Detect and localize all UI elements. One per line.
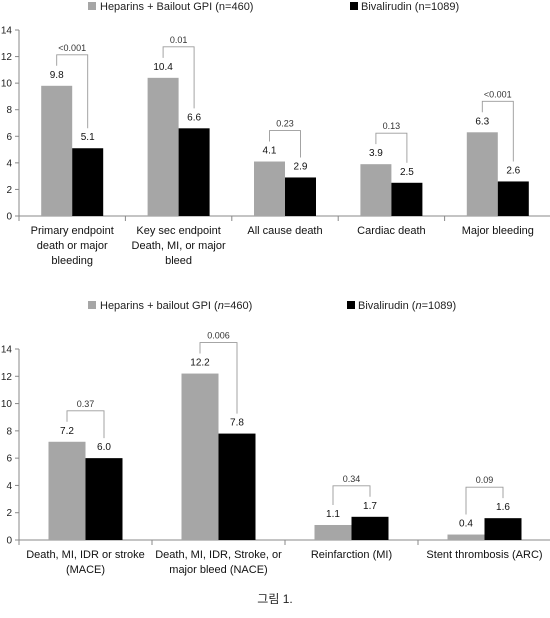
- x-category-label: bleeding: [51, 255, 93, 267]
- bar-bivalirudin: [484, 518, 522, 540]
- bar-heparin: [48, 441, 86, 540]
- p-value-bracket: [481, 100, 514, 162]
- data-label-bivalirudin: 5.1: [81, 132, 95, 143]
- bar-bivalirudin: [85, 458, 123, 540]
- data-label-bivalirudin: 6.6: [187, 112, 201, 123]
- bar-bivalirudin: [391, 182, 423, 216]
- data-label-bivalirudin: 1.7: [363, 501, 377, 512]
- y-tick-label: 8: [6, 105, 12, 116]
- data-label-bivalirudin: 2.5: [400, 167, 414, 178]
- y-tick-label: 10: [1, 399, 13, 410]
- y-tick-label: 4: [6, 158, 12, 169]
- bar-heparin: [254, 161, 285, 216]
- x-category-label: Key sec endpoint: [136, 225, 220, 237]
- bar-heparin: [314, 524, 352, 540]
- p-value-label: 0.09: [476, 475, 494, 485]
- data-label-bivalirudin: 2.9: [294, 161, 308, 172]
- legend-top: Heparins + Bailout GPI (n=460) Bivalirud…: [88, 1, 459, 13]
- bar-heparin: [447, 534, 485, 540]
- y-tick-label: 10: [1, 79, 13, 90]
- legend-label-heparin-2: Heparins + bailout GPI (n=460): [100, 300, 252, 312]
- data-label-heparin: 9.8: [50, 70, 64, 81]
- p-value-bracket: [199, 342, 238, 414]
- y-tick-label: 14: [1, 26, 13, 37]
- legend-swatch-bivalirudin-2: [347, 301, 355, 309]
- y-tick-label: 12: [1, 372, 13, 383]
- y-tick-label: 6: [6, 454, 12, 465]
- data-label-heparin: 0.4: [459, 519, 473, 530]
- data-label-heparin: 10.4: [153, 62, 173, 73]
- p-value-bracket: [162, 46, 195, 109]
- bar-heparin: [41, 85, 73, 216]
- p-value-label: 0.13: [383, 121, 401, 131]
- data-label-heparin: 4.1: [263, 146, 277, 157]
- y-tick-label: 14: [1, 345, 13, 356]
- y-tick-label: 2: [6, 508, 12, 519]
- bar-bivalirudin: [218, 433, 256, 540]
- p-value-label: 0.006: [207, 331, 230, 341]
- legend-bottom: Heparins + bailout GPI (n=460) Bivalirud…: [88, 300, 456, 312]
- x-category-label: major bleed (NACE): [169, 564, 267, 576]
- bar-bivalirudin: [497, 181, 529, 216]
- chart-top: 0 2 4 6 8 10 12 14 9.8 5.1 <0.001 Primary endpoint d…: [1, 26, 550, 267]
- bar-bivalirudin: [285, 177, 316, 216]
- p-value-bracket: [332, 485, 371, 505]
- bar-heparin: [360, 164, 392, 216]
- data-label-bivalirudin: 1.6: [496, 502, 510, 513]
- p-value-bracket: [56, 54, 89, 129]
- p-value-label: 0.01: [170, 35, 188, 45]
- x-category-label: Death, MI, IDR or stroke: [26, 549, 145, 561]
- x-category-label: bleed: [165, 255, 192, 267]
- data-label-bivalirudin: 2.6: [506, 165, 520, 176]
- figure-caption: 그림 1.: [257, 592, 292, 606]
- bar-heparin: [466, 132, 498, 216]
- x-category-label: Stent thrombosis (ARC): [426, 549, 542, 561]
- p-value-bracket: [465, 486, 504, 515]
- p-value-bracket: [269, 130, 301, 158]
- y-tick-label: 2: [6, 185, 12, 196]
- bar-bivalirudin: [72, 148, 104, 216]
- y-tick-label: 8: [6, 426, 12, 437]
- x-category-label: (MACE): [66, 564, 105, 576]
- x-category-label: Death, MI, or major: [132, 240, 226, 252]
- x-category-label: death or major: [37, 240, 108, 252]
- x-category-label: Cardiac death: [357, 225, 426, 237]
- legend-label-bivalirudin-2: Bivalirudin (n=1089): [358, 300, 456, 312]
- data-label-bivalirudin: 6.0: [97, 442, 111, 453]
- x-category-label: All cause death: [247, 225, 322, 237]
- legend-label-bivalirudin: Bivalirudin (n=1089): [361, 1, 459, 13]
- y-tick-label: 4: [6, 481, 12, 492]
- bar-heparin: [147, 77, 179, 216]
- chart-bottom: 0 2 4 6 8 10 12 14 7.2 6.0 0.37 Death, MI, IDR or s…: [1, 331, 550, 576]
- p-value-label: 0.37: [77, 399, 95, 409]
- data-label-heparin: 6.3: [475, 116, 489, 127]
- legend-label-heparin: Heparins + Bailout GPI (n=460): [100, 1, 253, 13]
- x-category-label: Major bleeding: [462, 225, 534, 237]
- p-value-bracket: [66, 410, 105, 439]
- bar-bivalirudin: [178, 128, 210, 216]
- bar-heparin: [181, 373, 219, 540]
- y-tick-label: 0: [6, 536, 12, 547]
- legend-swatch-bivalirudin: [350, 2, 358, 10]
- x-category-label: Primary endpoint: [31, 225, 114, 237]
- data-label-heparin: 3.9: [369, 148, 383, 159]
- data-label-heparin: 12.2: [190, 358, 210, 369]
- y-tick-label: 12: [1, 52, 13, 63]
- y-tick-label: 6: [6, 132, 12, 143]
- legend-swatch-heparin: [88, 2, 96, 10]
- x-category-label: Reinfarction (MI): [311, 549, 392, 561]
- p-value-label: <0.001: [484, 89, 512, 99]
- x-category-label: Death, MI, IDR, Stroke, or: [155, 549, 282, 561]
- data-label-heparin: 7.2: [60, 426, 74, 437]
- p-value-label: <0.001: [58, 43, 86, 53]
- p-value-bracket: [375, 132, 408, 163]
- bar-bivalirudin: [351, 516, 389, 540]
- data-label-bivalirudin: 7.8: [230, 418, 244, 429]
- y-tick-label: 0: [6, 212, 12, 223]
- p-value-label: 0.34: [343, 474, 361, 484]
- legend-swatch-heparin-2: [88, 301, 96, 309]
- p-value-label: 0.23: [276, 119, 294, 129]
- data-label-heparin: 1.1: [326, 509, 340, 520]
